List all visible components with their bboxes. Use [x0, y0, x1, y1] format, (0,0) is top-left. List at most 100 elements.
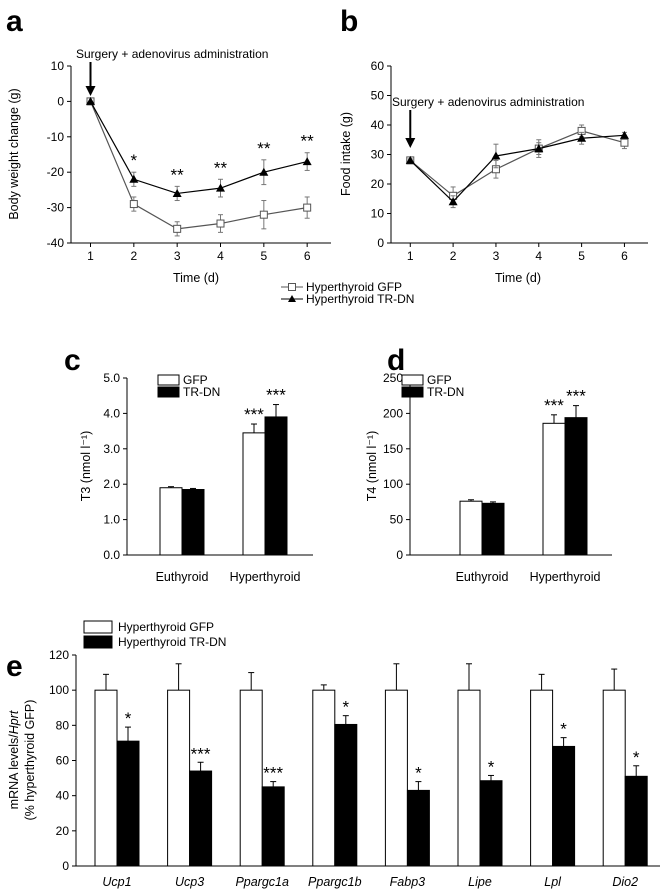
panel-a-label: a: [6, 5, 23, 38]
y-tick-label: 0: [57, 94, 64, 108]
data-point-gfp: [259, 210, 268, 219]
legend-e-gfp-label: Hyperthyroid GFP: [118, 620, 214, 634]
data-point-trdn: [534, 144, 544, 153]
category-label: Hyperthyroid: [530, 570, 601, 584]
panel-c-bar-gfp: [159, 487, 183, 556]
significance-marker: *: [560, 720, 567, 739]
data-point-trdn: [491, 151, 501, 160]
data-point-trdn: [448, 197, 458, 206]
bar-gfp: [457, 689, 481, 867]
y-tick-label: 60: [371, 59, 385, 73]
bar-gfp: [602, 689, 626, 867]
panel-d-plot: 250 200 150 100 50 0 Euthyroid Hyperthyroid *** *…: [383, 371, 612, 584]
panel-e-plot: 120100806040200Ucp1*Ucp3***Ppargc1a***Pp…: [49, 648, 660, 889]
bar-gfp: [384, 689, 408, 867]
y-tick-label: 20: [371, 177, 385, 191]
x-tick-label: 4: [217, 249, 224, 263]
data-point-trdn: [259, 167, 269, 176]
panel-d-bar-gfp: [459, 500, 483, 556]
legend-e-gfp-swatch: [83, 620, 113, 634]
y-tick-label: 0: [377, 236, 384, 250]
arrow-head: [85, 86, 96, 96]
x-tick-label: 6: [621, 249, 628, 263]
x-tick-label: 6: [304, 249, 311, 263]
y-tick-label: 5.0: [103, 371, 120, 385]
bar-trdn: [406, 789, 430, 867]
panel-b-ylabel: Food intake (g): [339, 112, 353, 196]
y-tick-label: 0: [396, 548, 403, 562]
significance-marker: *: [342, 698, 349, 717]
panel-e-ylabel: mRNA levels/Hprt: [7, 710, 21, 809]
y-tick-label: 30: [371, 148, 385, 162]
y-tick-label: 50: [390, 513, 404, 527]
panel-b-annotation: Surgery + adenovirus administration: [392, 95, 584, 109]
y-tick-label: 100: [49, 683, 69, 697]
x-tick-label: 5: [260, 249, 267, 263]
y-tick-label: -10: [47, 130, 65, 144]
significance-marker: **: [214, 158, 228, 177]
data-point-gfp: [620, 138, 629, 147]
data-point-trdn: [86, 96, 95, 105]
y-tick-label: 4.0: [103, 406, 120, 420]
significance-marker: ***: [544, 396, 564, 415]
bar-trdn: [334, 723, 358, 867]
panel-d-legend: GFP TR-DN: [401, 373, 464, 399]
panel-c-label: c: [64, 344, 81, 377]
significance-marker: *: [633, 748, 640, 767]
series-line-trdn: [89, 101, 308, 195]
bar-trdn: [116, 740, 140, 867]
y-tick-label: 80: [56, 718, 70, 732]
legend-c-trdn-label: TR-DN: [183, 385, 220, 399]
gene-label: Ucp1: [102, 875, 131, 889]
y-tick-label: 2.0: [103, 477, 120, 491]
y-tick-label: 60: [56, 754, 70, 768]
bar-gfp: [94, 689, 118, 867]
panel-b-label: b: [340, 5, 358, 38]
gene-label: Dio2: [612, 875, 638, 889]
significance-marker: ***: [266, 386, 286, 405]
panel-a-plot: 100-10-20-30-401 2 3 4 5 6*** **** **: [47, 59, 331, 263]
x-tick-label: 1: [87, 249, 94, 263]
y-tick-label: 3.0: [103, 442, 120, 456]
panel-d-bar-gfp: [542, 422, 566, 556]
legend-c-gfp-swatch: [157, 374, 180, 386]
category-label: Hyperthyroid: [230, 570, 301, 584]
bar-trdn: [189, 770, 213, 867]
significance-marker: *: [131, 151, 138, 170]
legend-d-gfp-label: GFP: [427, 373, 452, 387]
gene-label: Ucp3: [175, 875, 204, 889]
bar-trdn: [624, 775, 648, 867]
gene-label: Lpl: [544, 875, 562, 889]
y-tick-label: 250: [383, 371, 403, 385]
arrow-head: [405, 138, 416, 148]
panel-e-ylabel-line2: (% hyperthyroid GFP): [23, 700, 37, 821]
data-point-gfp: [129, 200, 138, 209]
panel-e-label: e: [6, 650, 23, 683]
legend-trdn-marker: [288, 295, 296, 302]
y-tick-label: 0.0: [103, 548, 120, 562]
data-point-gfp: [173, 224, 182, 233]
panel-c-bar-gfp: [242, 432, 266, 556]
panel-d-bar-trdn: [481, 502, 505, 556]
legend-gfp-marker: [288, 283, 296, 291]
bar-gfp: [530, 689, 554, 867]
significance-marker: ***: [566, 387, 586, 406]
gene-label: Fabp3: [390, 875, 425, 889]
significance-marker: **: [171, 165, 185, 184]
panel-c-ylabel: T3 (nmol l⁻¹): [79, 431, 93, 502]
gene-label: Ppargc1b: [308, 875, 362, 889]
bar-trdn: [552, 745, 576, 867]
data-point-trdn: [619, 130, 629, 139]
panel-a-legend: Hyperthyroid GFP Hyperthyroid TR-DN: [281, 280, 414, 306]
data-point-trdn: [302, 157, 312, 166]
y-tick-label: 10: [51, 59, 65, 73]
gene-label: Lipe: [468, 875, 492, 889]
legend-e-trdn-label: Hyperthyroid TR-DN: [118, 635, 226, 649]
data-point-trdn: [172, 188, 182, 197]
significance-marker: **: [301, 132, 315, 151]
legend-d-gfp-swatch: [401, 374, 424, 386]
y-tick-label: -20: [47, 165, 65, 179]
bar-gfp: [167, 689, 191, 867]
panel-b-xlabel: Time (d): [495, 271, 541, 285]
